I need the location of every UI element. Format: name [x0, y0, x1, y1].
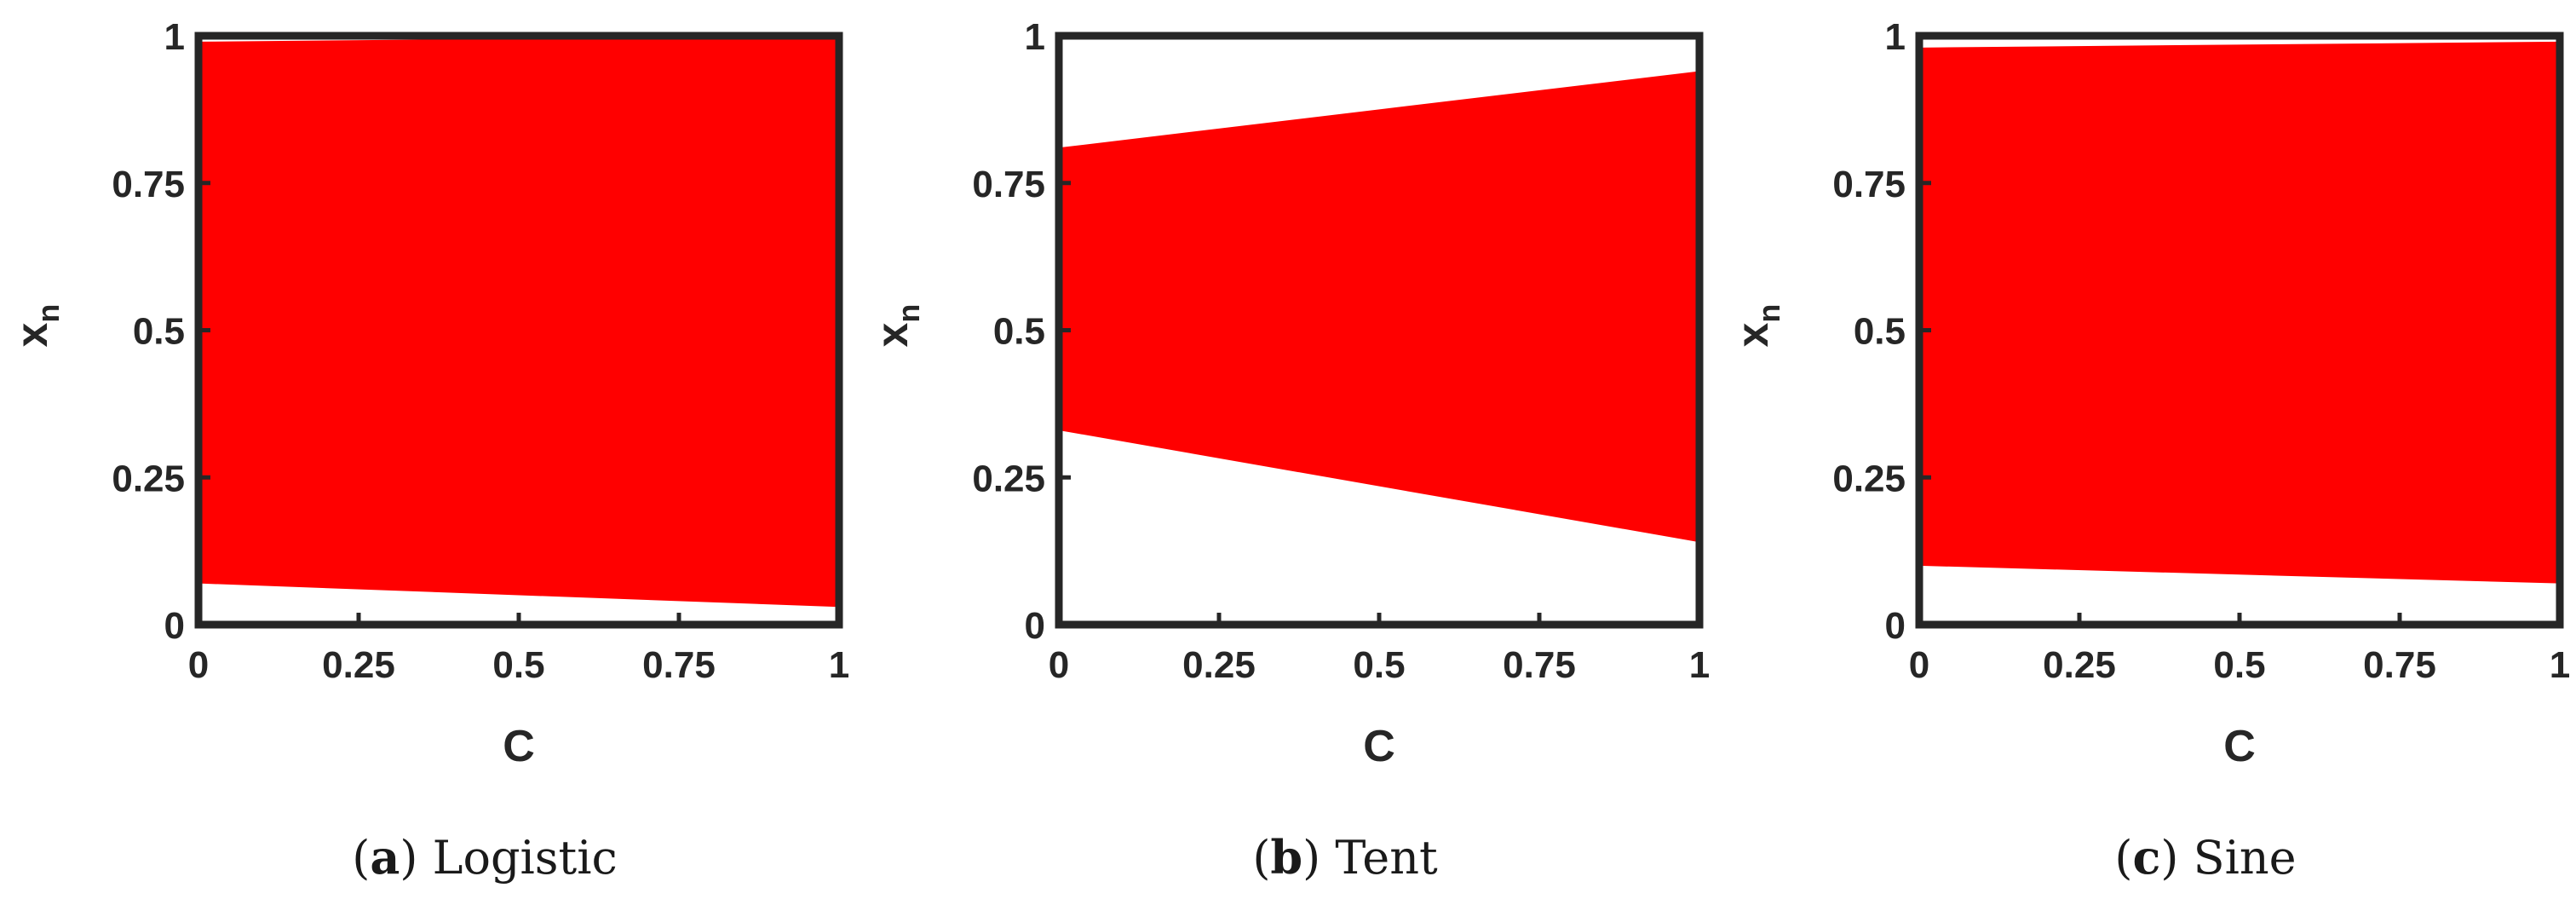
y-axis-label: xn: [8, 304, 66, 348]
y-tick-label: 1: [1885, 16, 1906, 58]
caption-text: Tent: [1335, 831, 1438, 885]
bifurcation-band: [198, 36, 839, 608]
x-tick-label: 0: [188, 644, 209, 686]
panel-caption: (a) Logistic: [352, 830, 617, 885]
y-tick-label: 0.5: [1854, 311, 1906, 353]
y-tick-label: 0.25: [1832, 458, 1906, 499]
caption-text: Logistic: [433, 831, 618, 885]
x-tick-label: 1: [2550, 644, 2570, 686]
bifurcation-band: [1919, 41, 2560, 584]
y-axis-label: xn: [1728, 304, 1786, 348]
y-tick-label: 0.75: [112, 164, 185, 205]
y-axis-label-subscript: n: [1751, 304, 1786, 323]
x-tick-label: 1: [1689, 644, 1710, 686]
y-axis-label: xn: [868, 304, 926, 348]
y-tick-label: 0.75: [972, 164, 1045, 205]
y-tick-label: 1: [164, 16, 185, 58]
y-tick-label: 0.25: [972, 458, 1045, 499]
caption-letter: a: [370, 830, 400, 885]
y-tick-label: 0: [164, 605, 185, 647]
x-tick-label: 1: [829, 644, 849, 686]
x-tick-label: 0.25: [322, 644, 395, 686]
x-tick-label: 0.75: [2363, 644, 2436, 686]
x-tick-label: 0.5: [492, 644, 544, 686]
y-tick-label: 0.5: [133, 311, 185, 353]
panel-a: 0 0.25 0.5 0.75 1 0 0.25 0.5 0.75 1 Cxn (a) Logisti…: [8, 16, 849, 885]
panel-caption: (c) Sine: [2114, 830, 2296, 885]
caption-text: Sine: [2194, 831, 2297, 885]
y-tick-label: 0: [1025, 605, 1045, 647]
x-tick-label: 0.25: [1182, 644, 1256, 686]
panel-b: 0 0.25 0.5 0.75 1 0 0.25 0.5 0.75 1 Cxn (b) Tent: [868, 16, 1710, 885]
y-tick-label: 0.25: [112, 458, 185, 499]
y-tick-label: 0: [1885, 605, 1906, 647]
x-tick-label: 0: [1909, 644, 1929, 686]
y-tick-label: 0.75: [1832, 164, 1906, 205]
y-tick-label: 1: [1025, 16, 1045, 58]
x-axis-label: C: [503, 722, 535, 771]
x-tick-label: 0: [1049, 644, 1069, 686]
caption-letter: c: [2132, 830, 2160, 885]
x-axis-label: C: [1363, 722, 1395, 771]
y-axis-label-subscript: n: [891, 304, 926, 323]
x-axis-label: C: [2223, 722, 2256, 771]
y-tick-label: 0.5: [993, 311, 1045, 353]
caption-letter: b: [1270, 830, 1302, 885]
y-axis-label-subscript: n: [31, 304, 66, 323]
x-tick-label: 0.75: [642, 644, 716, 686]
x-tick-label: 0.75: [1503, 644, 1576, 686]
panel-caption: (b) Tent: [1252, 830, 1438, 885]
x-tick-label: 0.25: [2043, 644, 2116, 686]
panel-c: 0 0.25 0.5 0.75 1 0 0.25 0.5 0.75 1 Cxn (c) Sine: [1728, 16, 2570, 885]
x-tick-label: 0.5: [2213, 644, 2265, 686]
x-tick-label: 0.5: [1353, 644, 1405, 686]
bifurcation-band: [1059, 71, 1699, 543]
